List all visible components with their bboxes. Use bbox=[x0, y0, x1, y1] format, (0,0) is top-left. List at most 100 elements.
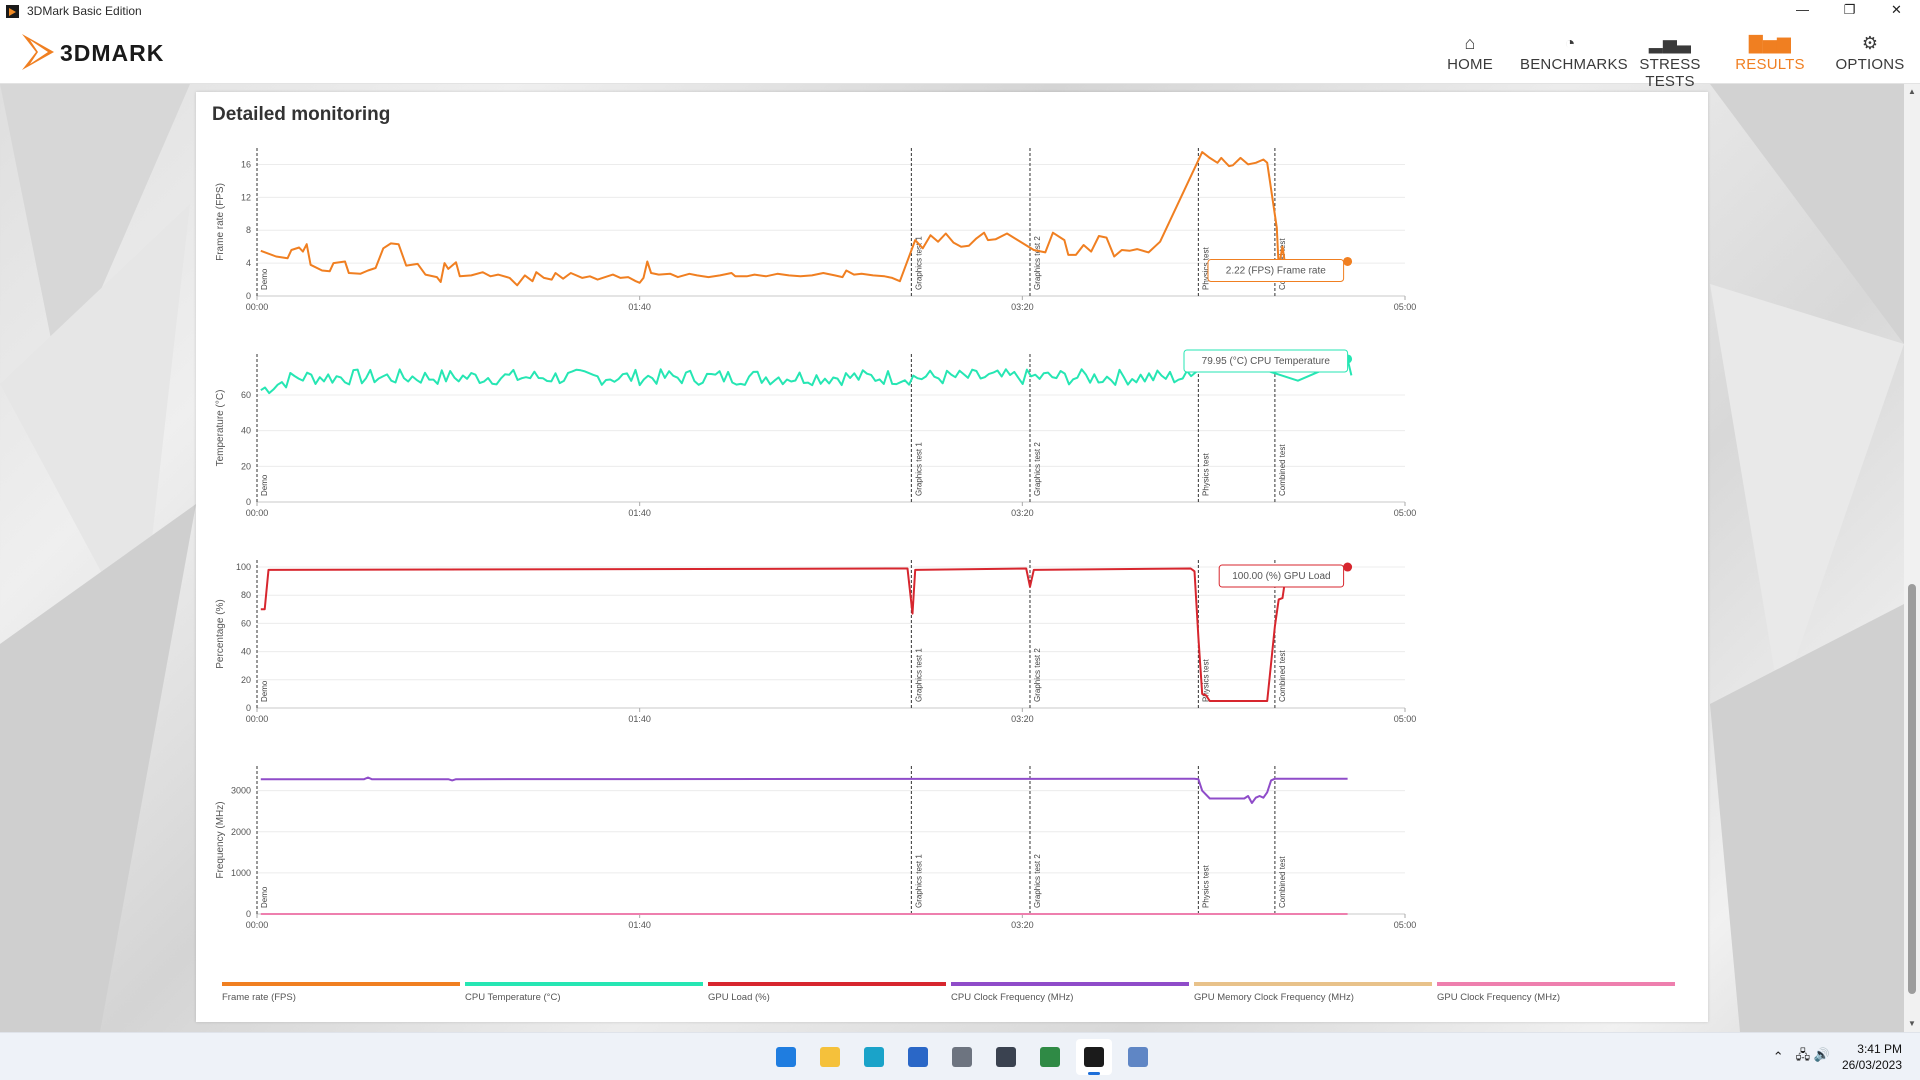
clock-time: 3:41 PM bbox=[1857, 1042, 1902, 1056]
phase-label: Physics test bbox=[1201, 453, 1210, 496]
tray-chevron-icon[interactable]: ⌃ bbox=[1772, 1049, 1784, 1064]
legend-label: CPU Clock Frequency (MHz) bbox=[951, 992, 1073, 1003]
window-titlebar: 3DMark Basic Edition — ❐ ✕ bbox=[0, 0, 1920, 22]
nav-label: HOME bbox=[1447, 56, 1493, 73]
legend-swatch bbox=[708, 982, 946, 986]
phase-label: Graphics test 1 bbox=[914, 648, 923, 702]
clock[interactable]: 3:41 PM 26/03/2023 bbox=[1842, 1041, 1902, 1073]
tooltip-marker bbox=[1343, 562, 1353, 572]
phase-label: Graphics test 2 bbox=[1033, 648, 1042, 702]
legend-swatch bbox=[951, 982, 1189, 986]
phase-label: Demo bbox=[260, 886, 269, 908]
scroll-up-arrow[interactable]: ▲ bbox=[1908, 87, 1916, 96]
monitor-app-icon[interactable] bbox=[1120, 1039, 1156, 1075]
chart-panel-1: 0 20 40 60 00:00 01:40 03:20 05:00 Temperature (… bbox=[215, 354, 1416, 518]
y-tick-label: 20 bbox=[241, 461, 251, 471]
legend-item[interactable]: GPU Load (%) bbox=[708, 982, 946, 1003]
y-tick-label: 2000 bbox=[231, 827, 251, 837]
y-tick-label: 4 bbox=[246, 258, 251, 268]
tooltip-box bbox=[1207, 258, 1345, 282]
phase-label: Demo bbox=[260, 268, 269, 290]
y-tick-label: 12 bbox=[241, 192, 251, 202]
x-tick-label: 03:20 bbox=[1011, 920, 1034, 930]
x-tick-label: 00:00 bbox=[246, 302, 269, 312]
y-axis-label: Percentage (%) bbox=[215, 599, 226, 668]
chart-panel-2: 0 20 40 60 80 100 00:00 01:40 03:20 05:00 Percenta… bbox=[215, 560, 1416, 724]
legend-item[interactable]: CPU Clock Frequency (MHz) bbox=[951, 982, 1189, 1003]
phase-label: Physics test bbox=[1201, 659, 1210, 702]
legend-label: Frame rate (FPS) bbox=[222, 992, 296, 1003]
phase-label: Demo bbox=[260, 680, 269, 702]
clock-date: 26/03/2023 bbox=[1841, 1058, 1902, 1072]
gear-icon: ⚙ bbox=[1861, 33, 1879, 53]
home-icon: ⌂ bbox=[1464, 33, 1476, 53]
series-line-cpu_clock bbox=[260, 776, 1348, 804]
legend-label: CPU Temperature (°C) bbox=[465, 992, 560, 1003]
3dmark-logo[interactable]: 3DMARK bbox=[20, 30, 220, 74]
phase-label: Graphics test 1 bbox=[914, 442, 923, 496]
phase-label: Combined test bbox=[1278, 856, 1287, 908]
y-tick-label: 8 bbox=[246, 225, 251, 235]
phase-label: Graphics test 2 bbox=[1033, 236, 1042, 290]
tooltip-box bbox=[1218, 564, 1345, 588]
x-tick-label: 00:00 bbox=[246, 920, 269, 930]
legend-label: GPU Memory Clock Frequency (MHz) bbox=[1194, 992, 1354, 1003]
settings-icon[interactable] bbox=[944, 1039, 980, 1075]
bar-chart-icon: ▂▅▃ bbox=[1648, 33, 1692, 53]
y-tick-label: 0 bbox=[246, 703, 251, 713]
y-tick-label: 80 bbox=[241, 590, 251, 600]
scrollbar-thumb[interactable] bbox=[1908, 584, 1916, 994]
vertical-scrollbar[interactable]: ▲ ▼ bbox=[1904, 84, 1920, 1032]
legend-swatch bbox=[1437, 982, 1675, 986]
app-icon bbox=[6, 4, 19, 18]
y-tick-label: 20 bbox=[241, 675, 251, 685]
minimize-button[interactable]: — bbox=[1796, 2, 1809, 17]
legend-item[interactable]: GPU Clock Frequency (MHz) bbox=[1437, 982, 1675, 1003]
start-icon[interactable] bbox=[768, 1039, 804, 1075]
window-title: 3DMark Basic Edition bbox=[27, 4, 142, 18]
y-tick-label: 40 bbox=[241, 647, 251, 657]
nav-home[interactable]: ⌂ HOME bbox=[1420, 22, 1520, 84]
edge-icon[interactable] bbox=[856, 1039, 892, 1075]
legend-swatch bbox=[465, 982, 703, 986]
y-tick-label: 60 bbox=[241, 390, 251, 400]
y-tick-label: 60 bbox=[241, 618, 251, 628]
legend-label: GPU Clock Frequency (MHz) bbox=[1437, 992, 1560, 1003]
legend-swatch bbox=[222, 982, 460, 986]
phase-label: Graphics test 2 bbox=[1033, 854, 1042, 908]
legend-item[interactable]: GPU Memory Clock Frequency (MHz) bbox=[1194, 982, 1432, 1003]
phase-label: Physics test bbox=[1201, 865, 1210, 908]
legend-item[interactable]: CPU Temperature (°C) bbox=[465, 982, 703, 1003]
legend-item[interactable]: Frame rate (FPS) bbox=[222, 982, 460, 1003]
network-volume-icons[interactable]: 🖧 🔊 bbox=[1795, 1047, 1830, 1062]
nav-results[interactable]: ▇▅▆ RESULTS bbox=[1720, 22, 1820, 84]
nav-benchmarks[interactable]: ◔ BENCHMARKS bbox=[1520, 22, 1628, 84]
results-icon: ▇▅▆ bbox=[1748, 33, 1792, 53]
system-tray: ⌃ 🖧 🔊 3:41 PM 26/03/2023 bbox=[1773, 1033, 1920, 1080]
steam-icon[interactable] bbox=[1032, 1039, 1068, 1075]
store-icon[interactable] bbox=[900, 1039, 936, 1075]
x-tick-label: 01:40 bbox=[628, 302, 651, 312]
nav-options[interactable]: ⚙ OPTIONS bbox=[1820, 22, 1920, 84]
tooltip-text: 100.00 (%) GPU Load bbox=[1232, 571, 1330, 582]
close-button[interactable]: ✕ bbox=[1891, 2, 1902, 17]
x-tick-label: 00:00 bbox=[246, 508, 269, 518]
maximize-button[interactable]: ❐ bbox=[1843, 2, 1856, 17]
panel-title: Detailed monitoring bbox=[212, 104, 391, 125]
y-tick-label: 16 bbox=[241, 159, 251, 169]
scroll-down-arrow[interactable]: ▼ bbox=[1908, 1019, 1916, 1028]
x-tick-label: 01:40 bbox=[628, 920, 651, 930]
calculator-icon[interactable] bbox=[988, 1039, 1024, 1075]
y-tick-label: 0 bbox=[246, 497, 251, 507]
chart-panel-3: 0 1000 2000 3000 00:00 01:40 03:20 05:00 Frequen… bbox=[215, 766, 1416, 930]
tooltip-marker bbox=[1343, 256, 1353, 266]
tooltip: 2.22 (FPS) Frame rate bbox=[1207, 258, 1345, 282]
file-explorer-icon[interactable] bbox=[812, 1039, 848, 1075]
nav-stress-tests[interactable]: ▂▅▃ STRESS TESTS bbox=[1620, 22, 1720, 90]
y-axis-label: Frequency (MHz) bbox=[215, 801, 226, 878]
series-line-fps bbox=[260, 151, 1337, 287]
background-pattern bbox=[0, 84, 1904, 1032]
3dmark-taskbar-icon[interactable] bbox=[1076, 1039, 1112, 1075]
y-tick-label: 1000 bbox=[231, 868, 251, 878]
y-tick-label: 0 bbox=[246, 291, 251, 301]
